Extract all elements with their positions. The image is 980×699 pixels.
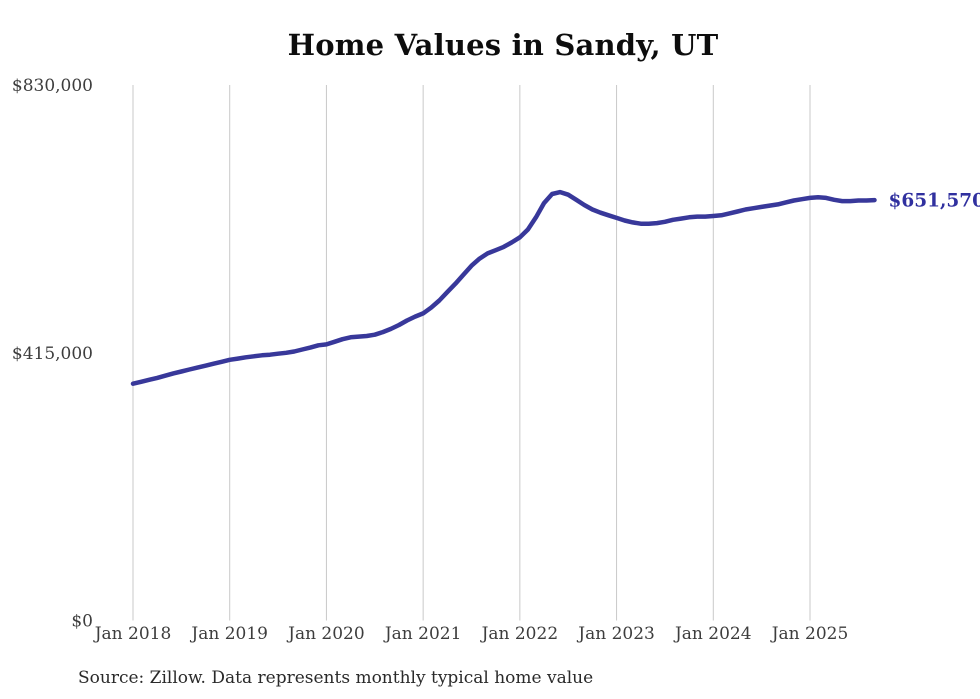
- x-tick-label: Jan 2022: [480, 624, 559, 644]
- y-tick-label: $830,000: [12, 76, 93, 96]
- end-value-label: $651,570: [889, 191, 980, 212]
- x-tick-label: Jan 2024: [673, 624, 752, 644]
- gridlines: [132, 85, 811, 621]
- x-axis-labels: Jan 2018 Jan 2019 Jan 2020 Jan 2021 Jan 2022…: [93, 624, 849, 644]
- x-tick-label: Jan 2021: [383, 624, 462, 644]
- x-tick-label: Jan 2020: [286, 624, 365, 644]
- x-tick-label: Jan 2018: [93, 624, 172, 644]
- x-tick-label: Jan 2023: [576, 624, 655, 644]
- value-line: [130, 189, 877, 386]
- y-tick-label: $415,000: [12, 344, 93, 364]
- x-tick-label: Jan 2019: [189, 624, 268, 644]
- source-note: Source: Zillow. Data represents monthly …: [78, 668, 594, 688]
- x-tick-label: Jan 2025: [770, 624, 849, 644]
- chart-title: Home Values in Sandy, UT: [287, 28, 719, 62]
- y-axis-labels: $830,000 $415,000 $0: [12, 76, 93, 632]
- y-tick-label: $0: [71, 612, 93, 632]
